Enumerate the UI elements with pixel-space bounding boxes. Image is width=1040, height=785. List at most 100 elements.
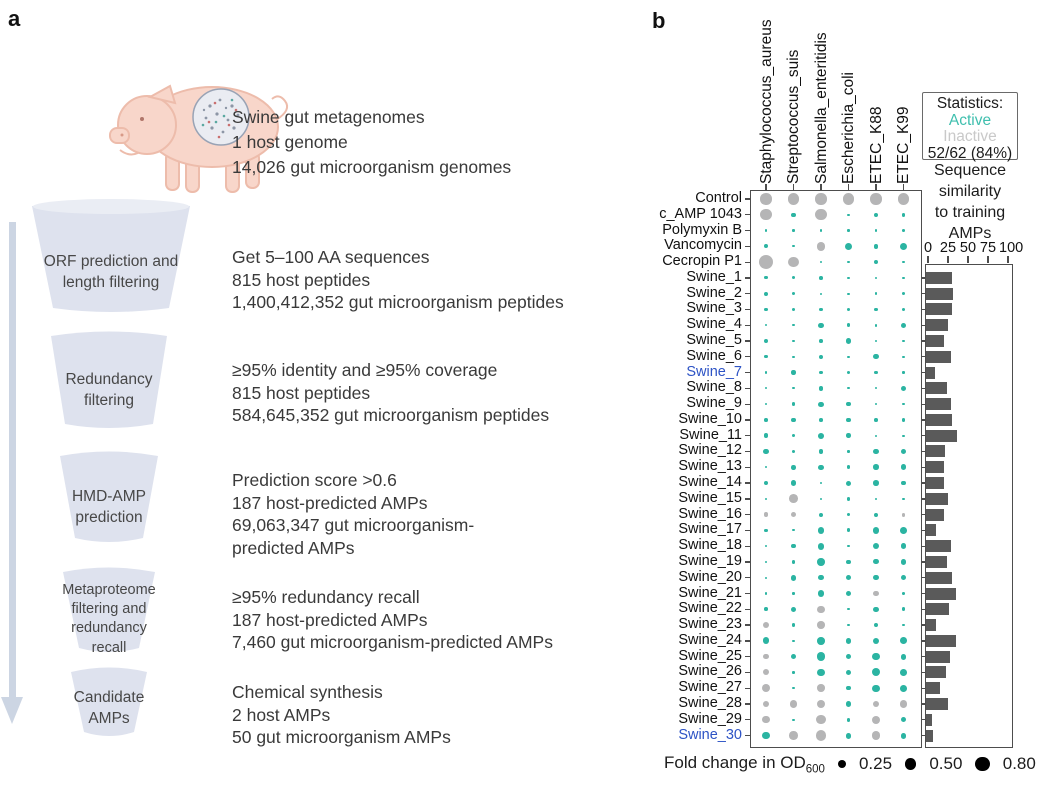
row-tick	[744, 261, 750, 263]
similarity-bar	[926, 429, 958, 442]
matrix-dot	[899, 242, 908, 251]
matrix-dot	[847, 608, 850, 611]
matrix-dot	[845, 669, 852, 676]
matrix-dot	[900, 669, 907, 676]
bar-row-tick	[920, 482, 926, 484]
pig-head	[117, 95, 177, 155]
similarity-bar	[926, 634, 956, 647]
row-tick	[744, 624, 750, 626]
size-legend-label: Fold change in OD600	[664, 752, 825, 776]
matrix-dot	[818, 322, 824, 328]
column-label: Streptococcus_suis	[785, 49, 802, 184]
matrix-dot	[764, 307, 768, 312]
matrix-dot	[845, 653, 852, 660]
row-label: Swine_10	[678, 410, 742, 427]
pig-caption: Swine gut metagenomes 1 host genome 14,026…	[232, 105, 511, 180]
similarity-bar	[926, 508, 945, 521]
bar-row-tick	[920, 371, 926, 374]
matrix-dot	[902, 497, 905, 500]
similarity-bar	[926, 461, 944, 474]
matrix-dot	[847, 229, 850, 232]
bar-axis-tick-label: 75	[979, 240, 997, 256]
matrix-dot	[789, 700, 798, 708]
matrix-dot	[874, 370, 878, 375]
matrix-dot	[900, 558, 907, 565]
row-label: Polymyxin B	[662, 221, 742, 238]
similarity-bar	[926, 729, 934, 742]
od600-subscript: 600	[805, 763, 825, 776]
matrix-dot	[874, 339, 878, 343]
matrix-dot	[819, 370, 823, 375]
step-text-line: ≥95% identity and ≥95% coverage	[232, 360, 498, 380]
step-text-line: 2 host AMPs	[232, 704, 331, 725]
row-label: Swine_24	[678, 631, 742, 648]
step-text: Get 5–100 AA sequences 815 host peptides 1…	[232, 246, 564, 314]
step-text-line: 584,645,352 gut microorganism peptides	[232, 405, 550, 425]
similarity-bar	[926, 555, 947, 568]
matrix-dot	[873, 590, 879, 597]
matrix-dot	[873, 464, 879, 471]
matrix-dot	[816, 699, 826, 709]
matrix-dot	[760, 193, 772, 205]
row-label: Swine_5	[686, 332, 742, 349]
funnel-shape	[71, 667, 147, 736]
bar-row-tick	[920, 466, 926, 468]
row-tick	[744, 466, 750, 468]
matrix-dot	[815, 730, 827, 741]
matrix-dot	[819, 260, 823, 264]
row-label: Swine_7	[686, 363, 742, 380]
row-tick	[744, 450, 750, 453]
row-tick	[744, 387, 750, 390]
matrix-dot	[846, 528, 851, 533]
similarity-bar	[926, 445, 946, 458]
row-label: Swine_20	[678, 568, 742, 585]
step-text-line: predicted AMPs	[232, 537, 355, 558]
matrix-dot	[902, 229, 905, 232]
row-tick	[744, 482, 750, 484]
matrix-dot	[901, 607, 906, 612]
bar-row-tick	[920, 340, 926, 342]
matrix-dot	[902, 403, 905, 406]
step-text: Chemical synthesis 2 host AMPs 50 gut micr…	[232, 681, 451, 749]
matrix-dot	[846, 559, 851, 565]
matrix-dot	[817, 605, 825, 614]
similarity-bar	[926, 666, 946, 679]
funnel-label: ORF prediction and length filtering	[18, 251, 204, 293]
bar-row-tick	[920, 529, 926, 532]
dot-matrix-frame	[750, 190, 922, 748]
matrix-dot	[873, 480, 879, 486]
pig-tail	[271, 95, 289, 121]
matrix-dot	[817, 621, 825, 629]
row-tick	[744, 592, 750, 595]
matrix-dot	[758, 254, 774, 270]
step-text-line: 187 host-predicted AMPs	[232, 609, 428, 630]
matrix-dot	[871, 715, 881, 724]
step-text: ≥95% redundancy recall 187 host-predicted…	[232, 586, 553, 654]
matrix-dot	[791, 464, 796, 470]
column-label: ETEC_K99	[895, 106, 912, 184]
matrix-dot	[791, 292, 796, 296]
flow-arrow-head-icon	[1, 697, 23, 724]
funnel-shape	[63, 567, 155, 652]
step-text: ≥95% identity and ≥95% coverage 815 host …	[232, 359, 549, 427]
funnel-label: HMD-AMP prediction	[46, 486, 172, 528]
row-tick	[744, 198, 750, 200]
matrix-dot	[764, 528, 768, 532]
row-tick	[744, 529, 750, 532]
row-label: Cecropin P1	[662, 253, 742, 270]
matrix-dot	[764, 466, 768, 469]
matrix-dot	[900, 653, 907, 660]
matrix-dot	[792, 324, 795, 327]
step-text-line: 187 host-predicted AMPs	[232, 492, 428, 513]
row-label: Swine_1	[686, 268, 742, 285]
row-tick	[744, 340, 750, 342]
funnel-shape	[60, 451, 158, 542]
matrix-dot	[845, 575, 852, 581]
row-tick	[744, 703, 750, 705]
matrix-dot	[817, 558, 825, 566]
panel-b-label: b	[652, 8, 666, 33]
matrix-dot	[792, 639, 795, 642]
matrix-dot	[792, 529, 795, 532]
row-label: Swine_26	[678, 663, 742, 680]
similarity-bar	[926, 477, 945, 490]
